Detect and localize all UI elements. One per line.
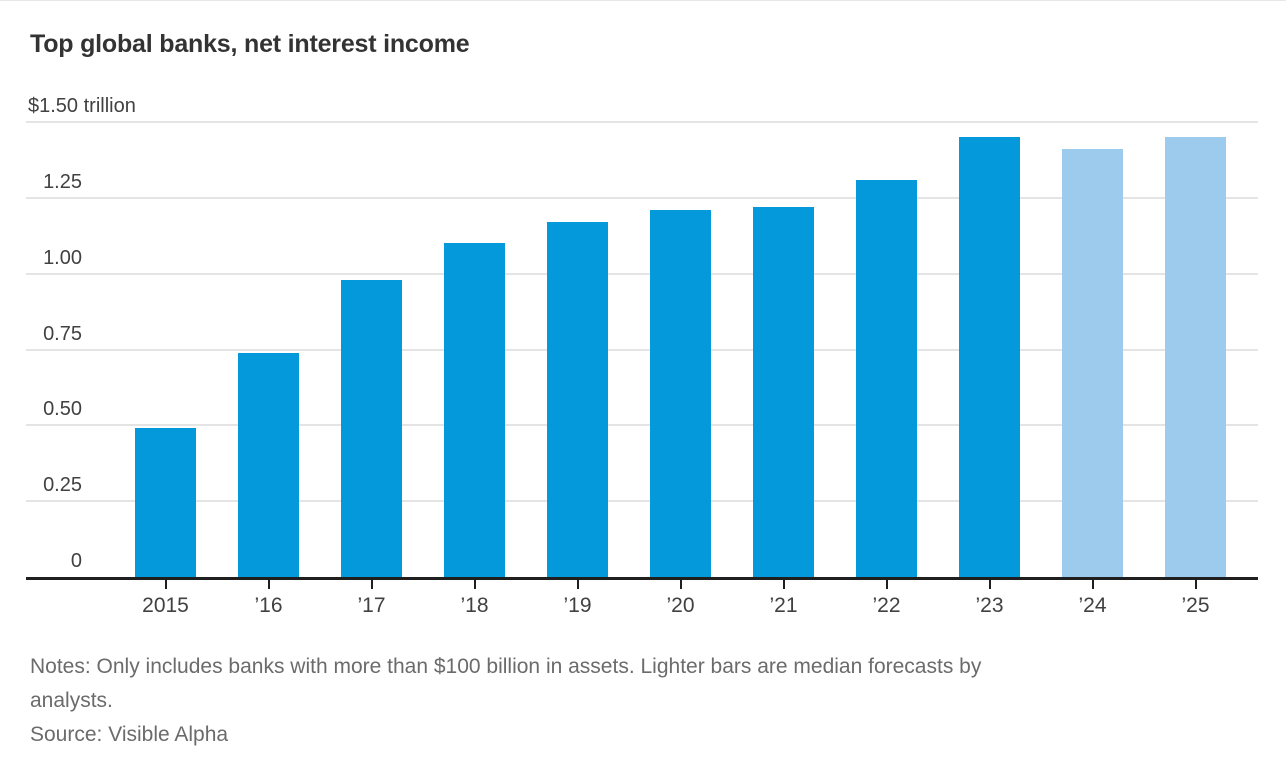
bar-22 (856, 180, 917, 577)
bar-21 (753, 207, 814, 577)
bar-17 (341, 280, 402, 577)
gridline-0.75 (26, 348, 1258, 351)
x-axis-tick-label: ’23 (975, 594, 1004, 617)
chart-footnotes: Notes: Only includes banks with more tha… (30, 650, 981, 752)
plot-area: $1.50 trillion 1.25 1.00 0.75 0.50 0.25 0 2015 ’… (26, 95, 1258, 617)
source-line: Source: Visible Alpha (30, 723, 229, 746)
y-axis-tick-label: 0.25 (43, 474, 82, 497)
x-axis-tick (164, 580, 167, 589)
y-axis-tick-label: 0 (70, 550, 82, 572)
x-axis-tick-label: ’25 (1181, 594, 1210, 617)
x-axis-tick-label: ’16 (254, 594, 283, 617)
x-axis-tick (473, 580, 476, 589)
bar-16 (238, 353, 299, 577)
bar-20 (650, 210, 711, 577)
x-axis-tick-label: ’20 (666, 594, 695, 617)
x-axis-tick-label: ’18 (460, 594, 489, 617)
gridline-1.25 (26, 196, 1258, 199)
y-axis-tick-label: 1.00 (43, 246, 82, 269)
x-axis-tick (679, 580, 682, 589)
y-axis-tick-label: $1.50 trillion (28, 95, 136, 117)
x-axis-tick-label: ’17 (357, 594, 386, 617)
x-axis-tick (885, 580, 888, 589)
notes-line-2: analysts. (30, 689, 113, 712)
x-axis-tick-label: 2015 (142, 594, 189, 617)
gridline-0.25 (26, 500, 1258, 503)
gridline-1.00 (26, 272, 1258, 275)
x-axis-tick-label: ’21 (769, 594, 798, 617)
y-axis-tick-label: 0.75 (43, 322, 82, 345)
x-axis-tick-label: ’22 (872, 594, 901, 617)
x-axis-tick (988, 580, 991, 589)
x-axis-tick-label: ’24 (1078, 594, 1107, 617)
x-axis-tick-label: ’19 (563, 594, 592, 617)
y-axis-tick-label: 0.50 (43, 398, 82, 421)
bar-25 (1165, 137, 1226, 577)
x-axis-tick (1091, 580, 1094, 589)
notes-line-1: Notes: Only includes banks with more tha… (30, 655, 982, 678)
chart-title: Top global banks, net interest income (30, 30, 470, 58)
x-axis-tick (1194, 580, 1197, 589)
gridline-1.50 (26, 121, 1258, 123)
x-axis-tick (267, 580, 270, 589)
bar-23 (959, 137, 1020, 577)
x-axis-tick (782, 580, 785, 589)
bar-2015 (135, 428, 196, 577)
x-axis-tick (370, 580, 373, 589)
gridline-0.50 (26, 424, 1258, 427)
y-axis-tick-label: 1.25 (43, 170, 82, 193)
x-axis-tick (576, 580, 579, 589)
bar-18 (444, 243, 505, 577)
bar-24 (1062, 149, 1123, 577)
bar-19 (547, 222, 608, 577)
